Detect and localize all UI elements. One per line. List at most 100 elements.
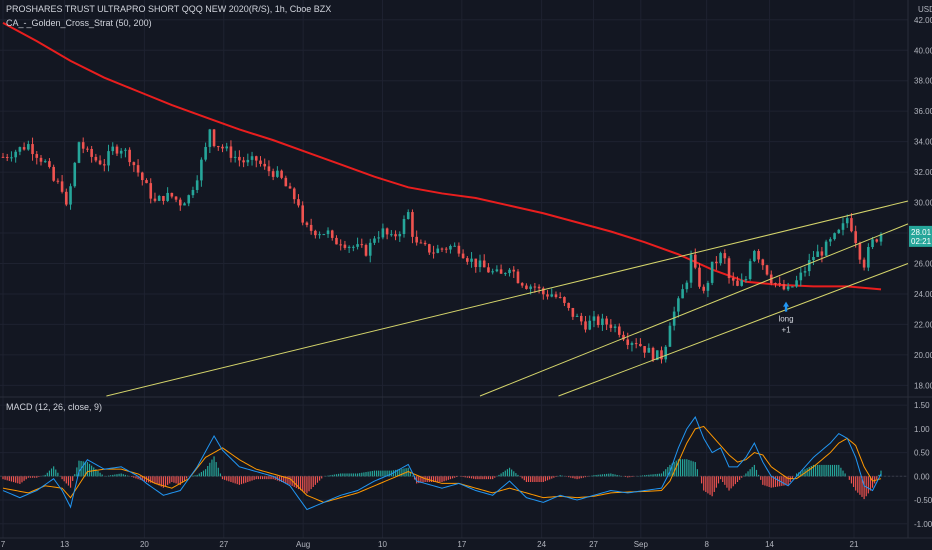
price-tick-label: 38.00 xyxy=(914,77,932,86)
candle-body xyxy=(529,286,532,289)
candle-body xyxy=(5,156,9,158)
candle-body xyxy=(242,160,245,163)
candle-body xyxy=(39,157,43,162)
candle-body xyxy=(634,343,638,345)
currency-label: USD xyxy=(918,5,932,14)
candle-body xyxy=(677,298,680,312)
candle-body xyxy=(162,195,165,201)
candle-body xyxy=(402,219,406,234)
candle-body xyxy=(664,346,668,360)
candle-body xyxy=(436,248,440,253)
candle-body xyxy=(77,142,81,163)
candle-body xyxy=(305,222,309,225)
candle-body xyxy=(204,146,207,160)
candle-body xyxy=(428,244,431,253)
candle-body xyxy=(128,149,131,163)
macd-signal-line xyxy=(2,425,882,503)
candle-body xyxy=(626,339,630,345)
sma200-line xyxy=(2,21,882,291)
candle-body xyxy=(461,253,465,259)
macd-legend[interactable]: MACD (12, 26, close, 9) xyxy=(6,402,103,412)
candle-body xyxy=(858,243,862,260)
candle-body xyxy=(740,280,744,286)
candle-body xyxy=(200,159,203,181)
candle-body xyxy=(791,286,794,288)
candle-body xyxy=(778,283,781,285)
candle-body xyxy=(672,311,676,326)
candle-body xyxy=(195,180,199,190)
candle-body xyxy=(356,244,359,247)
time-tick-label: 8 xyxy=(704,540,709,549)
candle-body xyxy=(495,269,499,272)
time-axis[interactable]: 7 13 20 27 Aug 10 17 24 27 Sep 8 14 21 xyxy=(1,540,859,549)
candle-body xyxy=(630,343,634,345)
candle-body xyxy=(622,334,625,340)
candle-body xyxy=(795,280,798,287)
price-tick-label: 20.00 xyxy=(914,351,932,360)
candle-body xyxy=(571,307,575,317)
candle-body xyxy=(221,146,224,149)
candle-body xyxy=(613,326,617,328)
candle-body xyxy=(533,286,537,288)
last-price-value: 28.01 xyxy=(911,228,932,237)
candle-body xyxy=(183,203,186,206)
candle-body xyxy=(347,246,351,248)
candle-body xyxy=(592,316,596,321)
macd-tick-label: -1.00 xyxy=(914,520,932,529)
candle-body xyxy=(212,129,216,147)
candle-body xyxy=(322,234,326,236)
candle-body xyxy=(512,269,516,272)
candle-body xyxy=(782,284,786,290)
macd-tick-label: 0.00 xyxy=(914,472,930,481)
candle-body xyxy=(601,318,604,326)
time-tick-label: 13 xyxy=(60,540,69,549)
candle-body xyxy=(292,188,296,200)
candle-body xyxy=(309,224,313,231)
candle-body xyxy=(73,162,77,187)
candle-body xyxy=(478,260,482,268)
candle-body xyxy=(124,149,127,151)
candle-body xyxy=(326,230,330,235)
price-tick-label: 22.00 xyxy=(914,320,932,329)
candle-body xyxy=(103,164,106,166)
candle-body xyxy=(297,199,300,206)
candle-body xyxy=(693,254,697,268)
symbol-title[interactable]: PROSHARES TRUST ULTRAPRO SHORT QQQ NEW 2… xyxy=(6,4,332,14)
time-tick-label: 7 xyxy=(1,540,6,549)
candle-body xyxy=(466,258,469,262)
candle-body xyxy=(1,156,5,158)
candle-body xyxy=(537,286,541,289)
candle-body xyxy=(318,234,321,236)
macd-line xyxy=(2,415,882,511)
candle-body xyxy=(567,302,570,308)
candle-body xyxy=(233,156,237,158)
candle-body xyxy=(94,156,98,161)
candle-body xyxy=(516,271,520,284)
candle-body xyxy=(385,228,389,235)
candle-body xyxy=(744,279,748,281)
trend-lines[interactable] xyxy=(106,200,909,397)
candle-body xyxy=(43,161,47,163)
candle-body xyxy=(546,294,549,297)
candle-body xyxy=(35,154,39,158)
candle-body xyxy=(504,273,507,275)
candle-body xyxy=(482,260,486,268)
candle-body xyxy=(377,237,380,239)
candle-body xyxy=(419,242,423,244)
candle-body xyxy=(140,172,144,181)
time-tick-label: 21 xyxy=(850,540,859,549)
candlestick-series xyxy=(1,128,883,364)
study-legend[interactable]: CA_-_Golden_Cross_Strat (50, 200) xyxy=(6,18,152,28)
candle-body xyxy=(216,146,220,148)
candle-body xyxy=(86,148,89,150)
candle-body xyxy=(314,230,317,236)
macd-axis[interactable]: 1.50 1.00 0.50 0.00 -0.50 -1.00 xyxy=(914,401,932,529)
candle-body xyxy=(554,294,558,298)
candle-body xyxy=(879,234,883,242)
candle-body xyxy=(364,245,368,256)
candle-body xyxy=(254,156,258,161)
candle-body xyxy=(48,161,51,167)
candle-body xyxy=(238,156,241,161)
candle-body xyxy=(845,218,849,224)
